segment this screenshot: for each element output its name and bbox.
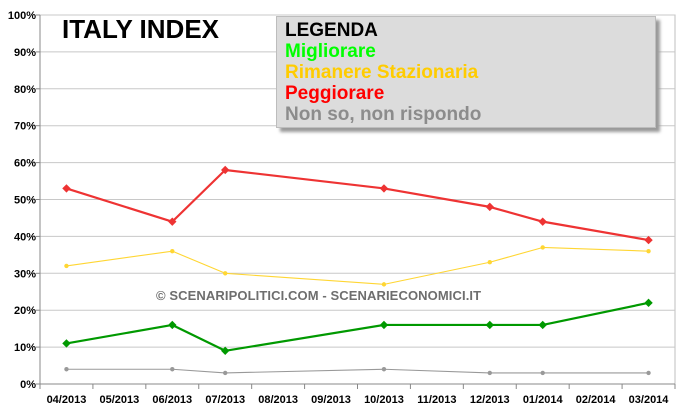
x-tick-label: 09/2013 xyxy=(311,394,351,406)
x-tick-label: 04/2013 xyxy=(47,394,87,406)
watermark: © SCENARIPOLITICI.COM - SCENARIECONOMICI… xyxy=(156,288,482,303)
y-axis-ticks: 0% 10% 20% 30% 40% 50% 60% 70% 80% 90% 100% xyxy=(8,10,40,391)
y-tick-label: 20% xyxy=(14,305,36,317)
series-line-non-so-non-rispondo xyxy=(66,368,649,374)
x-tick-label: 11/2013 xyxy=(417,394,456,406)
data-point-non-so-non-rispondo xyxy=(170,367,175,372)
x-tick-label: 03/2014 xyxy=(629,394,670,406)
data-point-non-so-non-rispondo xyxy=(540,370,545,376)
y-tick-label: 0% xyxy=(20,379,36,391)
data-point-migliorare xyxy=(485,320,494,330)
data-point-non-so-non-rispondo xyxy=(646,370,651,376)
legend-entry-non-so: Non so, non rispondo xyxy=(285,104,482,125)
x-tick-label: 08/2013 xyxy=(258,394,298,406)
series-line-peggiorare xyxy=(66,168,649,242)
y-tick-label: 90% xyxy=(14,47,36,59)
y-tick-label: 50% xyxy=(14,195,36,207)
data-point-non-so-non-rispondo xyxy=(64,367,69,372)
series-line-rimanere-stazionaria xyxy=(66,246,649,285)
data-point-migliorare xyxy=(168,320,177,330)
data-point-rimanere-stazionaria xyxy=(64,263,69,269)
data-point-peggiorare xyxy=(221,165,230,175)
legend-title: LEGENDA xyxy=(285,20,378,41)
data-point-peggiorare xyxy=(538,217,547,226)
data-point-migliorare xyxy=(379,320,389,330)
data-point-peggiorare xyxy=(62,184,71,193)
y-tick-label: 100% xyxy=(8,10,36,22)
legend-entry-migliorare: Migliorare xyxy=(285,41,376,62)
data-point-rimanere-stazionaria xyxy=(487,260,492,265)
x-tick-label: 07/2013 xyxy=(205,394,245,406)
data-point-non-so-non-rispondo xyxy=(223,370,228,376)
data-point-migliorare xyxy=(221,346,230,355)
data-point-non-so-non-rispondo xyxy=(381,367,387,372)
data-point-migliorare xyxy=(62,339,71,348)
y-tick-label: 40% xyxy=(14,231,36,243)
y-tick-label: 70% xyxy=(14,121,36,133)
y-tick-label: 80% xyxy=(14,84,36,96)
series-lines xyxy=(66,168,649,374)
data-point-peggiorare xyxy=(485,202,494,212)
data-point-peggiorare xyxy=(168,217,177,226)
legend-entry-peggiorare: Peggiorare xyxy=(285,83,385,104)
x-tick-label: 05/2013 xyxy=(99,394,139,406)
data-point-migliorare xyxy=(644,298,653,308)
data-point-peggiorare xyxy=(379,184,389,193)
x-tick-label: 02/2014 xyxy=(576,394,617,406)
x-tick-label: 01/2014 xyxy=(523,394,564,406)
data-point-peggiorare xyxy=(644,235,653,245)
data-point-rimanere-stazionaria xyxy=(646,248,651,254)
y-tick-label: 10% xyxy=(14,342,36,354)
x-tick-label: 06/2013 xyxy=(152,394,192,406)
x-axis-ticks: 04/2013 05/2013 06/2013 07/2013 08/2013 09/20… xyxy=(39,384,676,406)
data-point-rimanere-stazionaria xyxy=(223,271,228,276)
chart-title: ITALY INDEX xyxy=(62,14,220,44)
legend-entry-rimanere-stazionaria: Rimanere Stazionaria xyxy=(285,62,479,83)
x-tick-label: 10/2013 xyxy=(364,394,404,406)
y-tick-label: 60% xyxy=(14,158,36,170)
data-point-rimanere-stazionaria xyxy=(170,248,175,254)
data-point-rimanere-stazionaria xyxy=(540,245,545,250)
data-point-migliorare xyxy=(538,320,547,330)
x-tick-label: 12/2013 xyxy=(470,394,510,406)
y-tick-label: 30% xyxy=(14,268,36,280)
data-point-rimanere-stazionaria xyxy=(381,282,387,287)
series-points xyxy=(62,165,653,376)
legend: LEGENDA Migliorare Rimanere Stazionaria … xyxy=(276,16,656,128)
data-point-non-so-non-rispondo xyxy=(487,370,492,376)
